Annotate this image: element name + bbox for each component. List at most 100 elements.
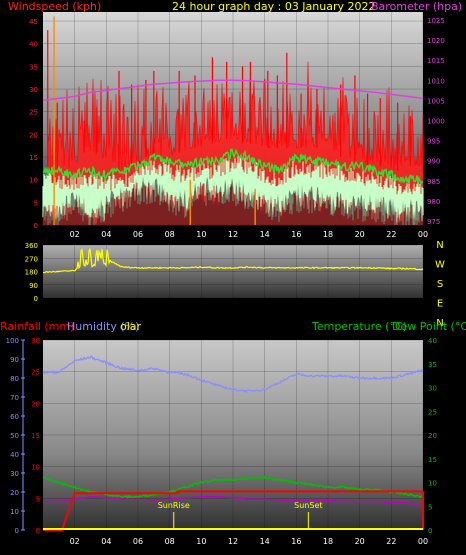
barometer-tick-label: 1000 xyxy=(427,118,445,126)
direction-tick-label: 0 xyxy=(34,295,38,303)
rainfall-tick-label: 30 xyxy=(31,337,40,345)
humidity-tick-label: 50 xyxy=(10,432,19,440)
hour-tick-label: 04 xyxy=(101,537,111,546)
barometer-tick-label: 1020 xyxy=(427,37,445,45)
humidity-series xyxy=(42,355,424,394)
legend-temperature: Temperature (°C) xyxy=(311,320,407,333)
humidity-tick-label: 90 xyxy=(10,356,19,364)
hour-tick-label: 06 xyxy=(133,537,143,546)
barometer-tick-label: 985 xyxy=(427,178,440,186)
hour-tick-label: 18 xyxy=(323,537,333,546)
temperature-tick-label: 0 xyxy=(428,527,432,535)
barometer-tick-label: 990 xyxy=(427,158,440,166)
humidity-tick-label: 0 xyxy=(15,527,19,535)
hour-tick-label: 16 xyxy=(291,230,301,239)
compass-label: N xyxy=(436,240,443,251)
hour-tick-label: 20 xyxy=(355,230,365,239)
barometer-tick-label: 995 xyxy=(427,138,440,146)
rainfall-tick-label: 5 xyxy=(36,495,40,503)
humidity-tick-label: 80 xyxy=(10,375,19,383)
legend-dewpoint: Dew Point (°C) xyxy=(392,320,466,333)
hour-tick-label: 22 xyxy=(386,230,396,239)
barometer-series xyxy=(42,79,424,102)
wind-floor xyxy=(43,176,423,225)
hour-tick-label: 02 xyxy=(70,537,80,546)
compass-label: E xyxy=(437,299,443,310)
rainfall-tick-label: 25 xyxy=(31,369,40,377)
hour-tick-label: 04 xyxy=(101,230,111,239)
wind-panel-axes: 0510152025303540459759809859909951000100… xyxy=(29,17,445,239)
hour-tick-label: 14 xyxy=(260,230,270,239)
hour-tick-label: 06 xyxy=(133,230,143,239)
compass-label: W xyxy=(435,260,445,271)
compass-label: S xyxy=(437,279,443,290)
hour-tick-label: 12 xyxy=(228,537,238,546)
wind-axis-title: Windspeed (kph) xyxy=(8,0,101,13)
climate-panel-axes: 0510152025300102030405060708090100051015… xyxy=(6,337,437,546)
barometer-tick-label: 1010 xyxy=(427,77,445,85)
wind-tick-label: 5 xyxy=(34,199,38,207)
rainfall-tick-label: 20 xyxy=(31,400,40,408)
compass-label: N xyxy=(436,318,443,329)
barometer-tick-label: 1005 xyxy=(427,97,445,105)
wind-tick-label: 0 xyxy=(34,222,38,230)
wind-tick-label: 10 xyxy=(29,177,38,185)
humidity-tick-label: 10 xyxy=(10,508,19,516)
hour-tick-label: 14 xyxy=(260,537,270,546)
rainfall-tick-label: 0 xyxy=(36,527,40,535)
wind-tick-label: 15 xyxy=(29,154,38,162)
direction-panel-marks xyxy=(43,248,424,274)
hour-tick-label: 10 xyxy=(196,230,206,239)
wind-average-series xyxy=(42,148,424,187)
barometer-tick-label: 1025 xyxy=(427,17,445,25)
barometer-tick-label: 975 xyxy=(427,218,440,226)
sun-event-label: SunRise xyxy=(158,501,190,510)
humidity-tick-label: 60 xyxy=(10,413,19,421)
wind-panel-marks xyxy=(42,16,424,226)
rainfall-tick-label: 15 xyxy=(31,432,40,440)
barometer-tick-label: 980 xyxy=(427,198,440,206)
dewpoint-series xyxy=(43,496,424,508)
legend-solar: olar xyxy=(120,320,142,333)
temperature-tick-label: 10 xyxy=(428,480,437,488)
wind-tick-label: 30 xyxy=(29,86,38,94)
chart-title: 24 hour graph day : 03 January 2022 xyxy=(172,0,376,13)
wind-direction-series xyxy=(43,248,424,274)
humidity-tick-label: 30 xyxy=(10,470,19,478)
legend-humidity: Humidity (%) xyxy=(67,320,139,333)
humidity-tick-label: 40 xyxy=(10,451,19,459)
wind-tick-label: 25 xyxy=(29,109,38,117)
temperature-tick-label: 20 xyxy=(428,432,437,440)
temperature-tick-label: 15 xyxy=(428,456,437,464)
wind-tick-label: 20 xyxy=(29,131,38,139)
barometer-axis-title: Barometer (hpa) xyxy=(371,0,462,13)
hour-tick-label: 00 xyxy=(418,230,428,239)
wind-tick-label: 45 xyxy=(29,18,38,26)
direction-tick-label: 180 xyxy=(25,269,38,277)
temperature-tick-label: 40 xyxy=(428,337,437,345)
hour-tick-label: 16 xyxy=(291,537,301,546)
hour-tick-label: 18 xyxy=(323,230,333,239)
hour-tick-label: 22 xyxy=(386,537,396,546)
humidity-tick-label: 100 xyxy=(6,337,19,345)
wind-tick-label: 40 xyxy=(29,41,38,49)
temperature-tick-label: 30 xyxy=(428,385,437,393)
climate-panel-marks xyxy=(42,355,424,531)
temperature-tick-label: 5 xyxy=(428,503,432,511)
rainfall-tick-label: 10 xyxy=(31,464,40,472)
hour-tick-label: 20 xyxy=(355,537,365,546)
legend-rainfall: Rainfall (mm) xyxy=(0,320,74,333)
sun-event-label: SunSet xyxy=(294,501,322,510)
hour-tick-label: 02 xyxy=(70,230,80,239)
hour-tick-label: 08 xyxy=(165,230,175,239)
temperature-series xyxy=(42,475,424,499)
hour-tick-label: 00 xyxy=(418,537,428,546)
temperature-tick-label: 35 xyxy=(428,361,437,369)
barometer-tick-label: 1015 xyxy=(427,57,445,65)
humidity-tick-label: 20 xyxy=(10,489,19,497)
hour-tick-label: 10 xyxy=(196,537,206,546)
temperature-tick-label: 25 xyxy=(428,408,437,416)
humidity-tick-label: 70 xyxy=(10,394,19,402)
direction-tick-label: 90 xyxy=(29,282,38,290)
